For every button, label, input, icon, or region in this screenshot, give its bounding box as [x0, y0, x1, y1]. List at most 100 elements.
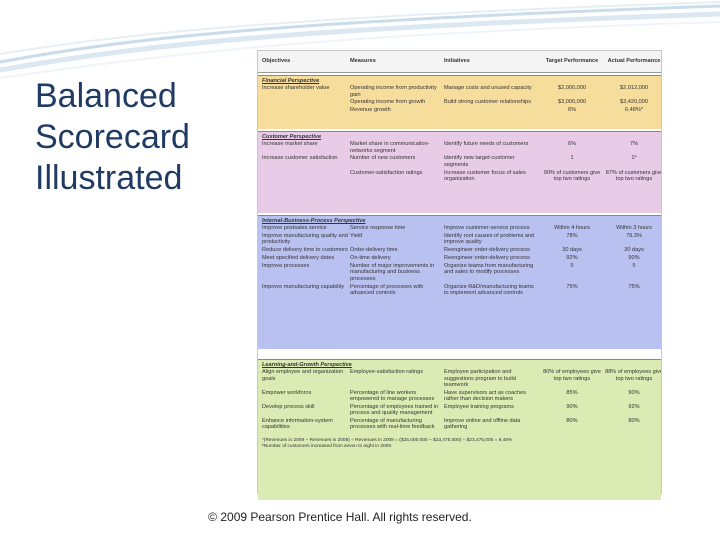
cell: 88% of employees give top two ratings [605, 369, 661, 382]
table-row: Develop process skill Percentage of emplo… [258, 404, 661, 418]
cell: $3,420,000 [620, 99, 648, 106]
cell: 6.48%* [624, 107, 644, 114]
cell: 90% [628, 389, 640, 396]
cell: Yield [350, 233, 363, 240]
cell: 80% [628, 418, 640, 425]
cell: Improve customer-service process [444, 225, 530, 232]
table-row: Meet specified delivery dates On-time del… [258, 255, 661, 263]
cell: Enhance information-system capabilities [262, 418, 333, 431]
cell: 90% of customers give top two ratings [543, 169, 601, 182]
cell: Percentage of manufacturing processes wi… [350, 418, 435, 431]
cell: $2,012,000 [620, 85, 648, 92]
cell: 7% [629, 141, 639, 148]
cell: $2,000,000 [558, 85, 586, 92]
table-row: Increase shareholder value Operating inco… [258, 85, 661, 99]
table-row: Increase customer satisfaction Number of … [258, 155, 661, 169]
empty-cell [262, 170, 348, 183]
cell: Organize R&D/manufacturing teams to impl… [444, 283, 534, 296]
cell: 92% [566, 255, 578, 262]
cell: Increase market share [262, 141, 318, 148]
column-header: Objectives [262, 58, 291, 65]
cell: Meet specified delivery dates [262, 255, 335, 262]
section: Customer Perspective Increase market shar… [258, 131, 661, 213]
cell: Empower workforce [262, 389, 312, 396]
table-row: Empower workforce Percentage of line work… [258, 390, 661, 404]
section: Internal-Business-Process Perspective Imp… [258, 215, 661, 349]
cell: 75% [566, 283, 578, 290]
section-title: Learning-and-Growth Perspective [262, 362, 352, 368]
cell: 87% of customers give top two ratings [605, 169, 661, 182]
cell: $3,000,000 [558, 99, 586, 106]
empty-cell [444, 107, 540, 113]
cell: Improve online and offline data gatherin… [444, 418, 521, 431]
section-title: Internal-Business-Process Perspective [262, 218, 366, 224]
table-row: Increase market share Market share in com… [258, 141, 661, 155]
copyright: © 2009 Pearson Prentice Hall. All rights… [208, 510, 472, 524]
section: Financial Perspective Increase shareholde… [258, 75, 661, 129]
cell: 85% [566, 389, 578, 396]
cell: Reduce delivery time to customers [262, 247, 348, 254]
cell: 92% [628, 403, 640, 410]
section-title: Financial Perspective [262, 78, 320, 84]
empty-cell [262, 107, 348, 113]
cell: Identify root causes of problems and imp… [444, 233, 535, 246]
title-line: Balanced [35, 77, 177, 115]
cell: 78% [566, 233, 578, 240]
cell: Improve manufacturing capability [262, 283, 345, 290]
cell: Organize teams from manufacturing and sa… [444, 263, 534, 276]
cell: 5 [570, 263, 574, 270]
cell: Market share in communication-networks s… [350, 141, 430, 154]
cell: Percentage of employees trained in proce… [350, 403, 439, 417]
footnotes: *(Revenues in 2009 − Revenues in 2008) ÷… [258, 432, 661, 450]
cell: 80% of employees give top two ratings [543, 369, 601, 382]
cell: Customer-satisfaction ratings [350, 169, 423, 176]
scorecard-table: Objectives Measures Initiatives Target Perf… [257, 50, 662, 500]
cell: Build strong customer relationships [444, 99, 532, 106]
cell: On-time delivery [350, 255, 391, 262]
column-header: Actual Performance [607, 58, 661, 65]
cell: Service response time [350, 225, 406, 232]
cell: Have supervisors act as coaches rather t… [444, 389, 527, 403]
cell: 75% [628, 283, 640, 290]
section-title: Customer Perspective [262, 134, 322, 140]
cell: Within 4 hours [554, 225, 590, 232]
section: Learning-and-Growth Perspective Align emp… [258, 359, 661, 500]
cell: 5 [632, 263, 636, 270]
cell: 6% [567, 141, 577, 148]
table-row: Customer-satisfaction ratings Increase cu… [258, 170, 661, 184]
slide-title: Balanced Scorecard Illustrated [35, 76, 245, 199]
title-line: Illustrated [35, 159, 183, 197]
cell: Operating income from productivity gain [350, 85, 437, 98]
table-row: Align employee and organization goals Emp… [258, 369, 661, 389]
cell: Increase shareholder value [262, 85, 330, 92]
cell: Align employee and organization goals [262, 369, 344, 382]
table-row: Improve postsales service Service respons… [258, 225, 661, 233]
cell: Identify future needs of customers [444, 141, 529, 148]
title-line: Scorecard [35, 118, 190, 156]
cell: 1 [570, 155, 574, 162]
cell: Order-delivery time [350, 247, 398, 254]
table-row: Reduce delivery time to customers Order-d… [258, 247, 661, 255]
table-row: Improve manufacturing quality and produc… [258, 233, 661, 247]
column-header: Initiatives [444, 58, 470, 65]
cell: Develop process skill [262, 403, 315, 410]
cell: Employee participation and suggestions p… [444, 369, 516, 388]
cell: Increase customer focus of sales organiz… [444, 169, 526, 182]
cell: 30 days [624, 247, 644, 254]
cell: Identify new target-customer segments [444, 155, 515, 168]
cell: Reengineer order-delivery process [444, 255, 530, 262]
cell: 30 days [562, 247, 582, 254]
cell: Increase customer satisfaction [262, 155, 338, 162]
cell: Improve postsales service [262, 225, 327, 232]
cell: Employee training programs [444, 403, 514, 410]
cell: 6% [567, 107, 577, 114]
cell: Revenue growth [350, 107, 391, 114]
empty-cell [262, 99, 348, 105]
table-row: Operating income from growth Build strong… [258, 99, 661, 107]
cell: 90% [566, 403, 578, 410]
column-header: Measures [350, 58, 376, 65]
cell: Percentage of processes with advanced co… [350, 283, 424, 296]
cell: Number of new customers [350, 155, 416, 162]
footnote: ᵇNumber of customers increased from seve… [262, 444, 393, 450]
